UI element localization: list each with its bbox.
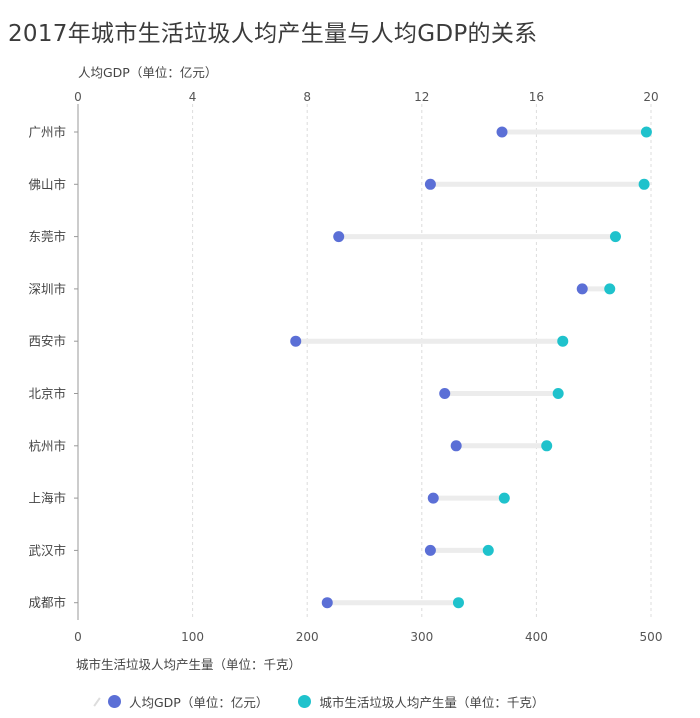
legend-gdp-label: 人均GDP（单位：亿元） bbox=[129, 695, 269, 710]
chart-title: 2017年城市生活垃圾人均产生量与人均GDP的关系 bbox=[8, 21, 538, 47]
legend-waste-label: 城市生活垃圾人均产生量（单位：千克） bbox=[319, 695, 545, 710]
top-axis-tick-label: 20 bbox=[643, 90, 658, 104]
gdp-point bbox=[290, 335, 302, 347]
gdp-point bbox=[333, 231, 345, 243]
legend-item-gdp[interactable]: 人均GDP（单位：亿元） bbox=[108, 692, 268, 711]
legend-divider bbox=[93, 696, 101, 707]
top-axis-tick-label: 4 bbox=[189, 90, 197, 104]
category-label: 成都市 bbox=[28, 595, 66, 610]
bottom-axis-tick-label: 200 bbox=[296, 630, 319, 644]
top-axis-title: 人均GDP（单位：亿元） bbox=[78, 65, 218, 80]
bottom-axis-tick-label: 500 bbox=[640, 630, 663, 644]
gdp-point bbox=[424, 544, 436, 556]
gdp-point bbox=[439, 388, 451, 399]
category-label: 西安市 bbox=[28, 334, 66, 349]
category-label: 佛山市 bbox=[28, 177, 66, 192]
waste-point bbox=[541, 440, 553, 452]
gdp-point bbox=[496, 126, 508, 138]
legend-item-waste[interactable]: 城市生活垃圾人均产生量（单位：千克） bbox=[298, 692, 544, 711]
bottom-axis-tick-label: 0 bbox=[74, 630, 82, 644]
gdp-point bbox=[576, 283, 588, 295]
waste-point bbox=[452, 597, 464, 609]
waste-point bbox=[640, 126, 652, 138]
bottom-axis-tick-label: 300 bbox=[410, 630, 433, 644]
gdp-point bbox=[450, 440, 462, 452]
category-label: 东莞市 bbox=[28, 229, 66, 244]
waste-point bbox=[482, 544, 494, 556]
category-label: 杭州市 bbox=[28, 438, 66, 453]
waste-point bbox=[609, 231, 621, 243]
top-axis-tick-label: 12 bbox=[414, 90, 429, 104]
waste-point bbox=[604, 283, 616, 295]
waste-point bbox=[557, 335, 569, 347]
waste-point bbox=[498, 492, 510, 504]
top-axis-tick-label: 0 bbox=[74, 90, 82, 104]
gdp-point bbox=[321, 597, 333, 609]
top-axis-tick-label: 8 bbox=[303, 90, 311, 104]
waste-point bbox=[552, 388, 564, 399]
gdp-point bbox=[427, 492, 439, 504]
legend: 人均GDP（单位：亿元） 城市生活垃圾人均产生量（单位：千克） bbox=[92, 692, 574, 711]
bottom-axis-title: 城市生活垃圾人均产生量（单位：千克） bbox=[76, 657, 302, 672]
bottom-axis-tick-label: 100 bbox=[181, 630, 204, 644]
bottom-axis-tick-label: 400 bbox=[525, 630, 548, 644]
category-label: 深圳市 bbox=[28, 281, 66, 296]
category-label: 广州市 bbox=[28, 125, 66, 140]
legend-gdp-marker bbox=[108, 695, 121, 708]
category-label: 上海市 bbox=[28, 491, 66, 506]
category-label: 北京市 bbox=[28, 386, 66, 401]
gdp-point bbox=[424, 178, 436, 190]
top-axis-tick-label: 16 bbox=[529, 90, 544, 104]
category-label: 武汉市 bbox=[28, 543, 66, 558]
waste-point bbox=[638, 178, 650, 190]
legend-waste-marker bbox=[298, 695, 312, 708]
